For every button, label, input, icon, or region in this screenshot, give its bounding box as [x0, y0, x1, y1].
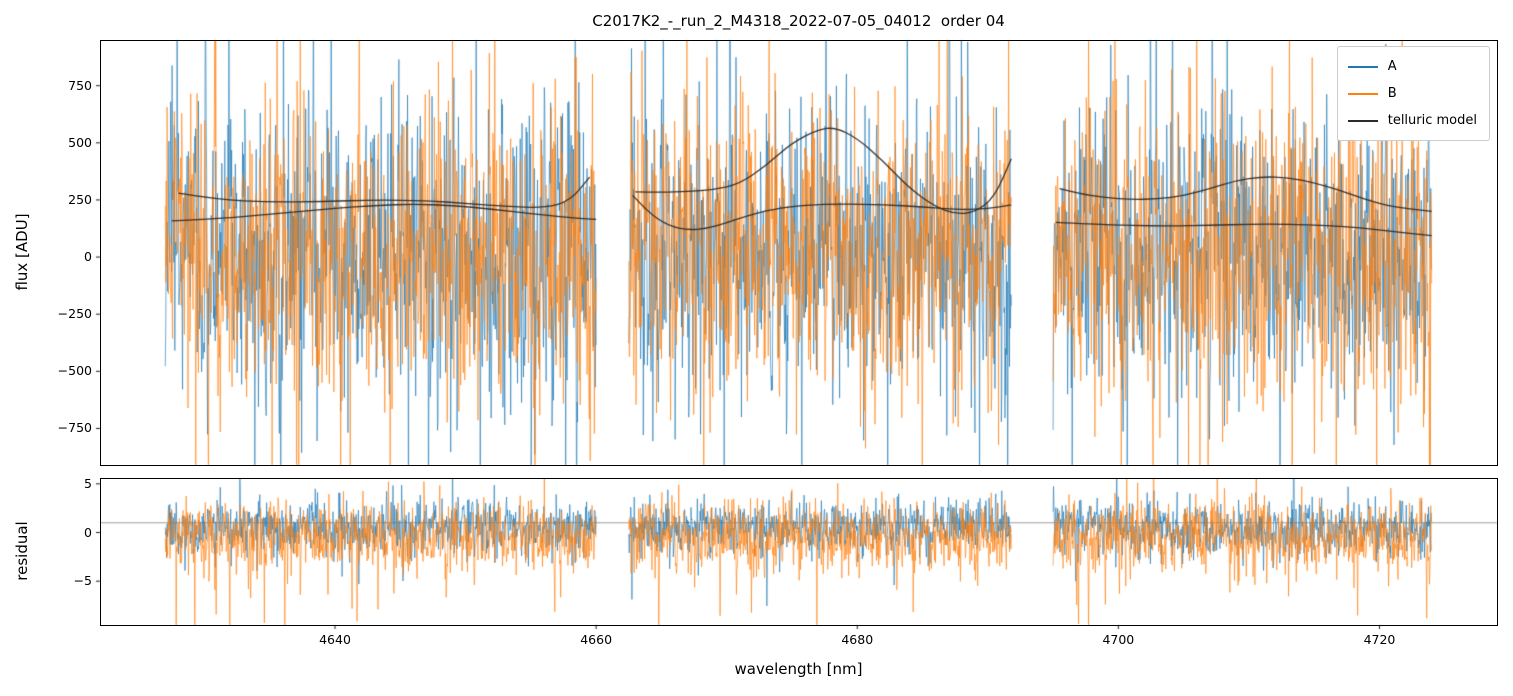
x-tick-label: 4700 — [1102, 632, 1135, 647]
x-axis-label: wavelength [nm] — [734, 660, 863, 678]
y-tick-label: −500 — [57, 363, 92, 379]
legend-label-a: A — [1387, 59, 1397, 74]
y-tick-label: −5 — [73, 573, 92, 589]
y-tick-label: 0 — [84, 249, 92, 265]
legend-item-telluric: telluric model — [1347, 107, 1477, 134]
flux-panel — [100, 40, 1498, 466]
legend-label-b: B — [1387, 86, 1397, 101]
x-tick-label: 4640 — [319, 632, 351, 647]
legend-line-telluric-icon — [1347, 119, 1378, 122]
y-tick-label: −750 — [57, 420, 92, 436]
y-tick-label: 5 — [84, 475, 92, 491]
legend-line-a-icon — [1347, 65, 1378, 68]
y-tick-label: 750 — [68, 77, 92, 93]
legend-line-b-icon — [1347, 92, 1378, 95]
legend-item-b: B — [1347, 80, 1477, 107]
chart-title: C2017K2_-_run_2_M4318_2022-07-05_04012 o… — [592, 12, 1005, 30]
legend: A B telluric model — [1336, 46, 1490, 141]
y-tick-label: −250 — [57, 306, 92, 322]
y-tick-label: 500 — [68, 134, 92, 150]
legend-item-a: A — [1347, 53, 1477, 80]
y-tick-label: 0 — [84, 524, 92, 540]
x-tick-label: 4720 — [1363, 632, 1396, 647]
x-tick-label: 4680 — [841, 632, 874, 647]
x-tick-label: 4660 — [580, 632, 613, 647]
residual-panel — [100, 478, 1498, 626]
y-tick-label: 250 — [68, 191, 92, 207]
legend-label-telluric: telluric model — [1387, 113, 1477, 128]
